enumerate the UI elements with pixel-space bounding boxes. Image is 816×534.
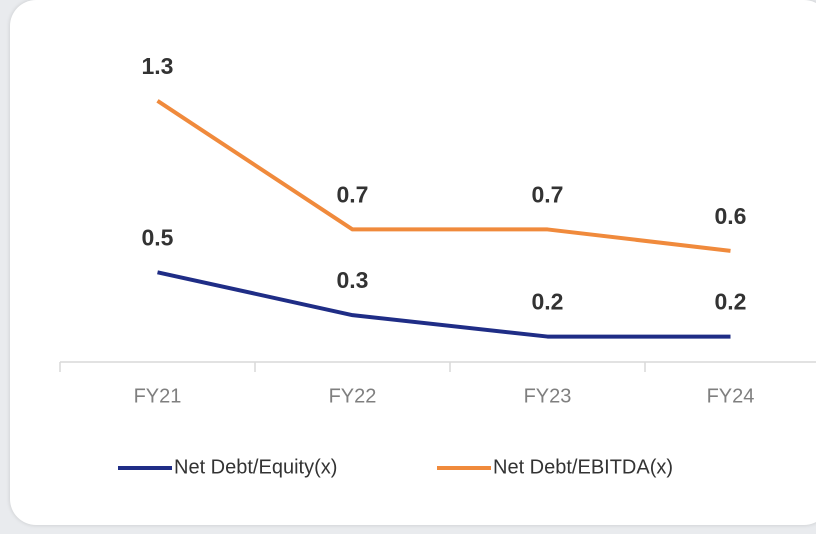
data-label: 0.2 bbox=[532, 289, 564, 315]
data-label: 0.6 bbox=[715, 203, 747, 229]
x-tick-label: FY23 bbox=[524, 385, 572, 407]
x-tick-label: FY21 bbox=[134, 385, 182, 407]
data-label: 0.3 bbox=[337, 267, 369, 293]
legend-label: Net Debt/Equity(x) bbox=[174, 456, 337, 478]
data-label: 0.7 bbox=[532, 182, 564, 208]
x-tick-label: FY22 bbox=[329, 385, 377, 407]
x-tick-label: FY24 bbox=[707, 385, 755, 407]
data-label: 1.3 bbox=[142, 53, 174, 79]
legend-label: Net Debt/EBITDA(x) bbox=[493, 456, 673, 478]
line bbox=[156, 99, 731, 253]
card bbox=[10, 0, 816, 525]
data-label: 0.5 bbox=[142, 224, 174, 250]
data-label: 0.7 bbox=[337, 182, 369, 208]
line bbox=[157, 270, 731, 339]
data-label: 0.2 bbox=[715, 289, 747, 315]
